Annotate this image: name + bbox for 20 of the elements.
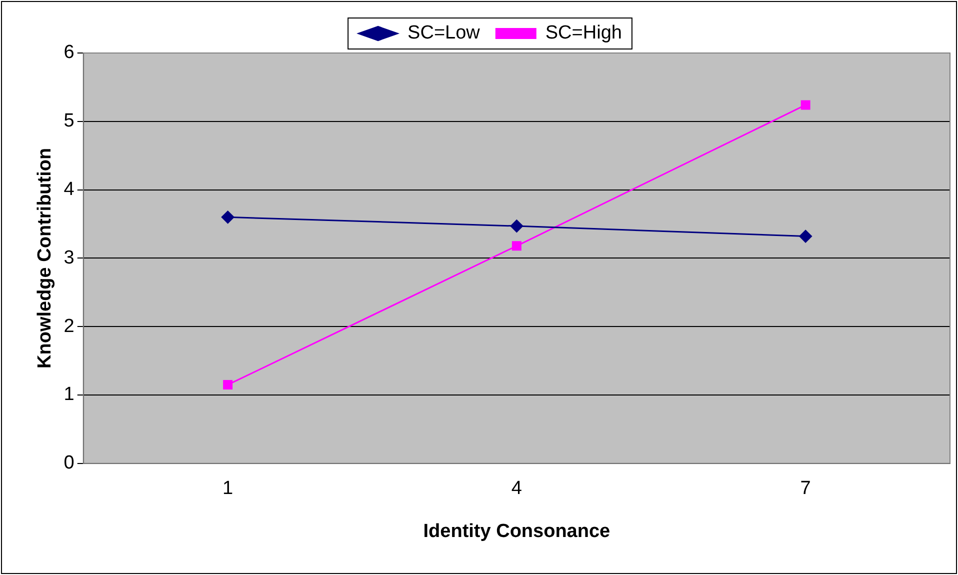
point (512, 241, 522, 251)
y-tick-label: 1 (64, 384, 74, 406)
point (510, 220, 524, 233)
point (221, 210, 234, 224)
y-tick-label: 0 (64, 452, 74, 474)
legend-label: SC=High (545, 22, 622, 44)
x-axis-title: Identity Consonance (423, 520, 610, 542)
y-tick-label: 2 (64, 316, 74, 337)
point (799, 230, 812, 243)
x-tick-label: 4 (511, 478, 522, 500)
y-axis-title: Knowledge Contribution (34, 148, 56, 368)
y-tick-label: 4 (64, 179, 75, 200)
legend-label: SC=Low (408, 22, 480, 44)
point (223, 380, 233, 390)
x-tick-label: 1 (222, 478, 234, 500)
point (800, 100, 810, 110)
x-tick-label: 7 (800, 478, 811, 500)
y-tick-label: 5 (64, 110, 74, 132)
y-tick-label: 3 (64, 247, 74, 268)
y-tick-label: 6 (64, 42, 74, 64)
